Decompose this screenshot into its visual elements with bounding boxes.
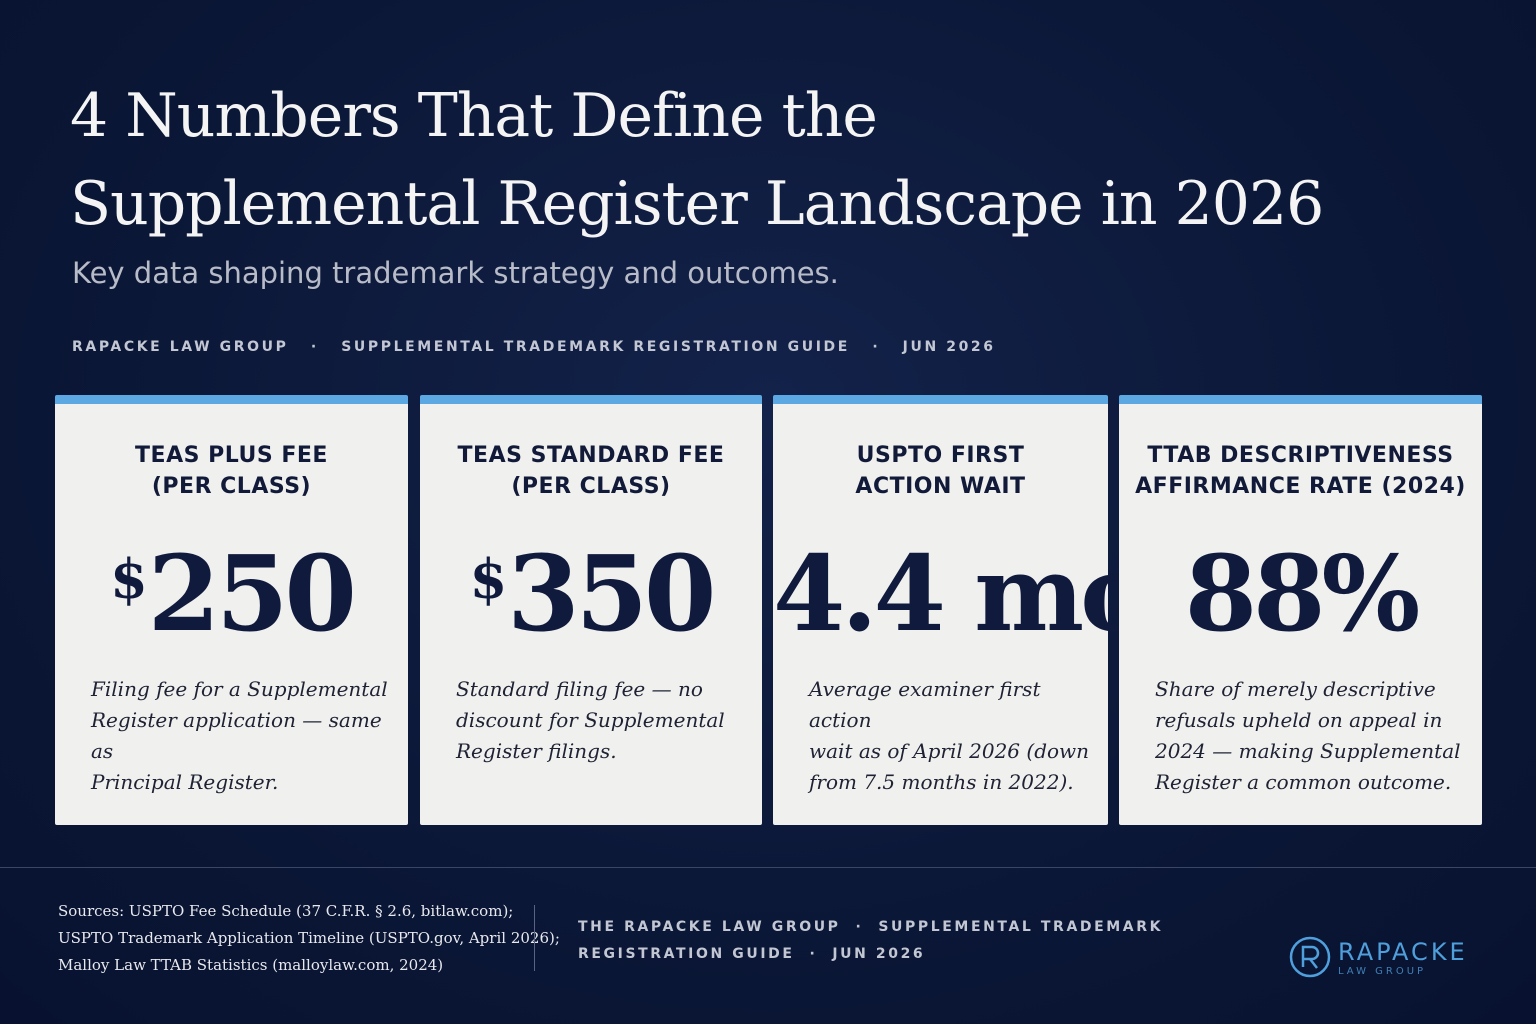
label-line: ACTION WAIT	[855, 474, 1026, 499]
card-label: TEAS PLUS FEE (PER CLASS)	[55, 440, 408, 502]
stat-card: TTAB DESCRIPTIVENESS AFFIRMANCE RATE (202…	[1119, 395, 1482, 825]
logo-name: RAPACKE	[1338, 938, 1468, 966]
label-line: (PER CLASS)	[151, 474, 312, 499]
description-line: Principal Register.	[91, 770, 279, 794]
footer-meta-line: THE RAPACKE LAW GROUP · SUPPLEMENTAL TRA…	[578, 919, 1164, 935]
description-line: wait as of April 2026 (down	[809, 739, 1090, 763]
value-number: 250	[147, 532, 357, 655]
card-label: USPTO FIRST ACTION WAIT	[773, 440, 1108, 502]
value-number: 350	[507, 532, 716, 655]
card-description: Average examiner first action wait as of …	[809, 674, 1108, 798]
description-line: Filing fee for a Supplemental	[91, 677, 388, 701]
separator: ·	[849, 339, 903, 355]
source-line: Sources: USPTO Fee Schedule (37 C.F.R. §…	[58, 902, 514, 920]
description-line: Register application — same as	[91, 708, 382, 763]
description-line: Register a common outcome.	[1155, 770, 1452, 794]
source-line: USPTO Trademark Application Timeline (US…	[58, 929, 560, 947]
title-line: Supplemental Register Landscape in 2026	[70, 169, 1324, 239]
description-line: discount for Supplemental	[456, 708, 725, 732]
stat-card: USPTO FIRST ACTION WAIT 4.4 mo. Average exa…	[773, 395, 1180, 825]
subtitle: Key data shaping trademark strategy and …	[72, 256, 839, 290]
meta-item: SUPPLEMENTAL TRADEMARK REGISTRATION GUID…	[341, 339, 850, 355]
card-value: 88%	[1119, 532, 1482, 662]
sources: Sources: USPTO Fee Schedule (37 C.F.R. §…	[58, 898, 560, 979]
separator: ·	[288, 339, 342, 355]
stat-card: TEAS PLUS FEE (PER CLASS) $250 Filing fee f…	[55, 395, 408, 825]
value-prefix: $	[110, 547, 148, 611]
footer-meta: THE RAPACKE LAW GROUP · SUPPLEMENTAL TRA…	[578, 914, 1163, 968]
description-line: Register filings.	[456, 739, 617, 763]
title: 4 Numbers That Define the Supplemental Re…	[70, 72, 1324, 248]
divider	[0, 867, 1536, 868]
source-line: Malloy Law TTAB Statistics (malloylaw.co…	[58, 956, 444, 974]
logo-sub: LAW GROUP	[1338, 966, 1427, 977]
meta-item: RAPACKE LAW GROUP	[72, 339, 289, 355]
title-line: 4 Numbers That Define the	[70, 81, 878, 151]
card-label: TTAB DESCRIPTIVENESS AFFIRMANCE RATE (202…	[1119, 440, 1482, 502]
card-value: $350	[420, 532, 762, 662]
card-description: Filing fee for a Supplemental Register ap…	[91, 674, 408, 798]
card-description: Standard filing fee — no discount for Sup…	[456, 674, 762, 767]
value-prefix: $	[469, 547, 508, 611]
description-line: 2024 — making Supplemental	[1155, 739, 1461, 763]
description-line: Average examiner first action	[809, 677, 1041, 732]
description-line: Standard filing fee — no	[456, 677, 703, 701]
description-line: refusals upheld on appeal in	[1155, 708, 1443, 732]
label-line: AFFIRMANCE RATE (2024)	[1135, 474, 1466, 499]
logo: RAPACKE LAW GROUP	[1338, 938, 1468, 977]
label-line: TEAS STANDARD FEE	[457, 443, 725, 468]
card-description: Share of merely descriptive refusals uphe…	[1155, 674, 1482, 798]
card-value: $250	[55, 532, 408, 662]
card-value: 4.4 mo.	[773, 532, 1180, 662]
meta-item: JUN 2026	[902, 339, 996, 355]
label-line: (PER CLASS)	[511, 474, 671, 499]
label-line: TEAS PLUS FEE	[135, 443, 328, 468]
footer-meta-line: REGISTRATION GUIDE · JUN 2026	[578, 946, 926, 962]
value-number: 4.4 mo.	[773, 532, 1180, 655]
meta-line: RAPACKE LAW GROUP · SUPPLEMENTAL TRADEMA…	[72, 339, 996, 355]
description-line: Share of merely descriptive	[1155, 677, 1436, 701]
label-line: USPTO FIRST	[856, 443, 1025, 468]
divider	[534, 905, 535, 971]
label-line: TTAB DESCRIPTIVENESS	[1147, 443, 1454, 468]
stat-card: TEAS STANDARD FEE (PER CLASS) $350 Standard…	[420, 395, 762, 825]
value-number: 88%	[1184, 532, 1421, 655]
description-line: from 7.5 months in 2022).	[809, 770, 1074, 794]
card-label: TEAS STANDARD FEE (PER CLASS)	[420, 440, 762, 502]
logo-icon	[1289, 936, 1331, 978]
